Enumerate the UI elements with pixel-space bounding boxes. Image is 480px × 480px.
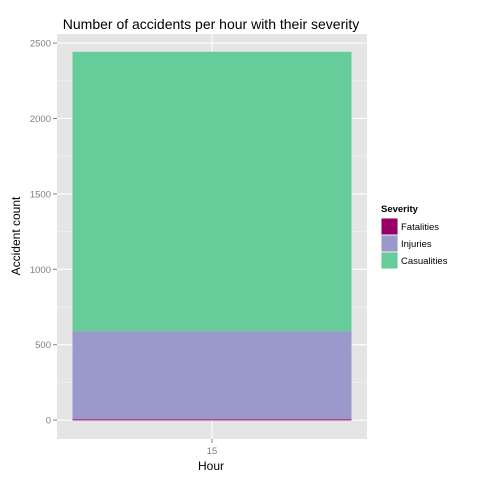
- x-axis-title: Hour: [198, 459, 224, 473]
- legend-swatch-injuries: [382, 236, 398, 252]
- x-tick-label: 15: [207, 446, 218, 457]
- legend-label-casualities: Casualities: [401, 256, 448, 267]
- bar-segment-casualities: [73, 52, 352, 331]
- legend-title: Severity: [381, 204, 419, 215]
- y-axis-title: Accident count: [9, 196, 23, 275]
- legend: Severity Fatalities Injuries Casualities: [381, 204, 448, 269]
- y-tick-label: 1500: [30, 189, 51, 200]
- chart-title: Number of accidents per hour with their …: [63, 16, 359, 32]
- bar-segment-fatalities: [73, 419, 352, 420]
- y-tick-label: 500: [35, 340, 51, 351]
- legend-swatch-casualities: [382, 253, 398, 269]
- y-axis-ticks: 0 500 1000 1500 2000 2500: [30, 39, 57, 427]
- y-tick-label: 0: [46, 416, 51, 427]
- y-tick-label: 1000: [30, 265, 51, 276]
- legend-label-injuries: Injuries: [401, 239, 432, 250]
- bar-stack: [73, 52, 352, 421]
- bar-segment-injuries: [73, 331, 352, 419]
- y-tick-label: 2000: [30, 114, 51, 125]
- y-tick-label: 2500: [30, 39, 51, 50]
- legend-swatch-fatalities: [382, 219, 398, 235]
- legend-label-fatalities: Fatalities: [401, 222, 439, 233]
- x-axis-ticks: 15: [207, 439, 218, 457]
- legend-items: Fatalities Injuries Casualities: [381, 218, 448, 269]
